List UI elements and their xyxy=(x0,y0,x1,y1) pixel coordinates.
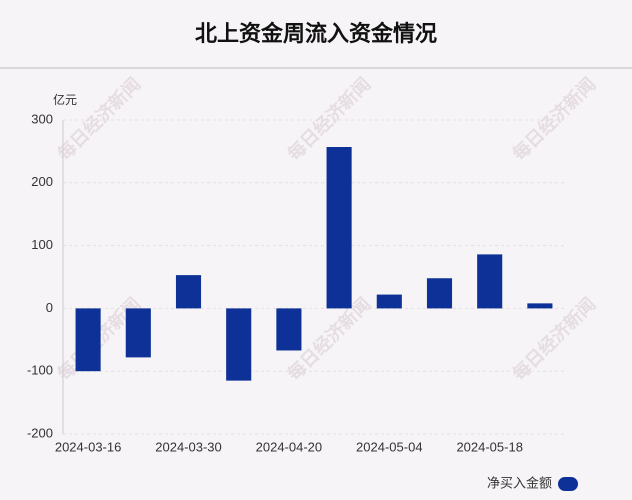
bar xyxy=(326,147,352,309)
x-tick-label: 2024-05-04 xyxy=(356,439,423,454)
y-tick-label: -200 xyxy=(27,425,53,440)
y-tick-label: 0 xyxy=(46,300,53,315)
y-tick-label: 100 xyxy=(31,237,53,252)
bar xyxy=(226,308,252,381)
bar xyxy=(527,303,553,309)
bar xyxy=(75,308,101,372)
bar xyxy=(175,275,202,309)
bar xyxy=(477,254,503,309)
bar xyxy=(276,308,302,351)
bar xyxy=(376,294,402,309)
y-axis-label: 亿元 xyxy=(53,92,77,107)
legend-swatch xyxy=(558,477,578,491)
chart-title: 北上资金周流入资金情况 xyxy=(195,21,437,46)
x-tick-label: 2024-03-30 xyxy=(155,439,222,454)
x-tick-label: 2024-03-16 xyxy=(55,439,122,454)
y-tick-label: -100 xyxy=(27,363,53,378)
y-tick-label: 200 xyxy=(31,174,53,189)
y-tick-label: 300 xyxy=(31,111,53,126)
x-tick-label: 2024-05-18 xyxy=(456,439,523,454)
bar xyxy=(426,278,453,309)
legend-label: 净买入金额 xyxy=(487,475,552,490)
x-tick-label: 2024-04-20 xyxy=(256,439,323,454)
bar xyxy=(125,308,151,358)
